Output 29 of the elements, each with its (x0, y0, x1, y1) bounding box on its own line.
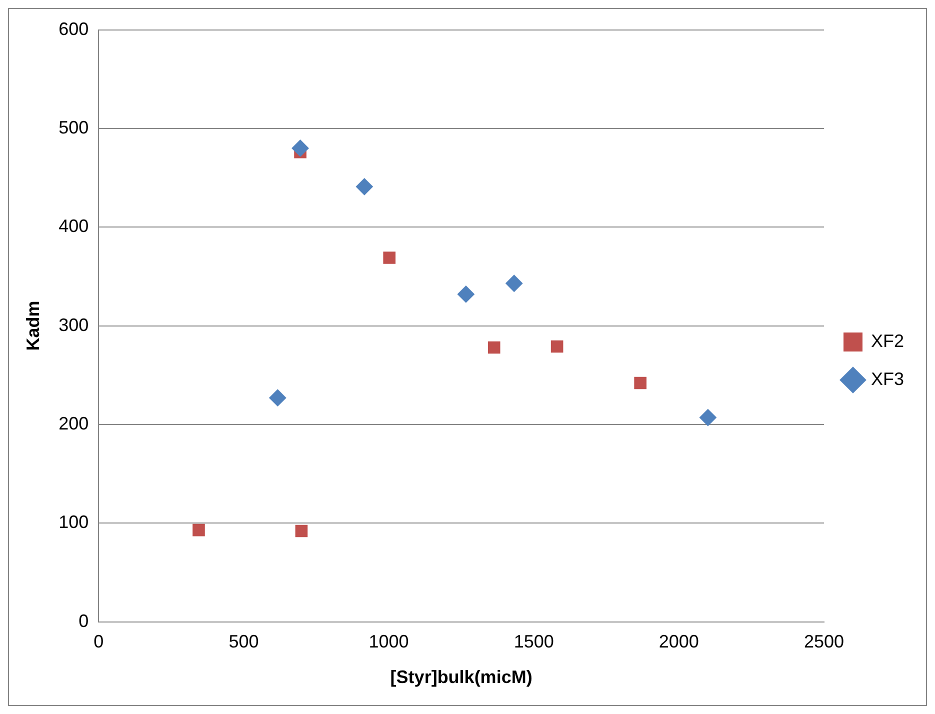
x-tick-label: 1500 (514, 632, 554, 652)
point (550, 340, 564, 353)
point (488, 341, 500, 354)
point (699, 409, 716, 426)
x-axis-title: [Styr]bulk(micM) (390, 667, 532, 688)
point (292, 140, 309, 157)
y-tick-label: 200 (58, 413, 89, 434)
y-tick-label: 300 (58, 314, 89, 335)
x-tick-label: 500 (228, 632, 259, 652)
point (506, 274, 523, 292)
point (383, 252, 396, 264)
y-axis-title: Kadm (22, 300, 43, 351)
y-tick-label: 0 (78, 610, 89, 631)
point (269, 389, 286, 406)
legend-label: XF3 (870, 368, 904, 389)
x-tick-label: 2000 (658, 632, 699, 652)
point (192, 524, 205, 536)
x-tick-label: 0 (94, 632, 104, 652)
point (356, 178, 373, 196)
x-tick-label: 1000 (368, 632, 409, 652)
point (634, 376, 646, 390)
y-tick-label: 600 (58, 18, 89, 39)
legend-label: XF2 (870, 330, 904, 351)
point (295, 524, 308, 538)
y-tick-label: 100 (58, 512, 89, 532)
point (457, 286, 474, 303)
y-tick-label: 400 (58, 216, 89, 236)
x-tick-label: 2500 (804, 632, 844, 652)
y-tick-label: 500 (58, 117, 89, 138)
